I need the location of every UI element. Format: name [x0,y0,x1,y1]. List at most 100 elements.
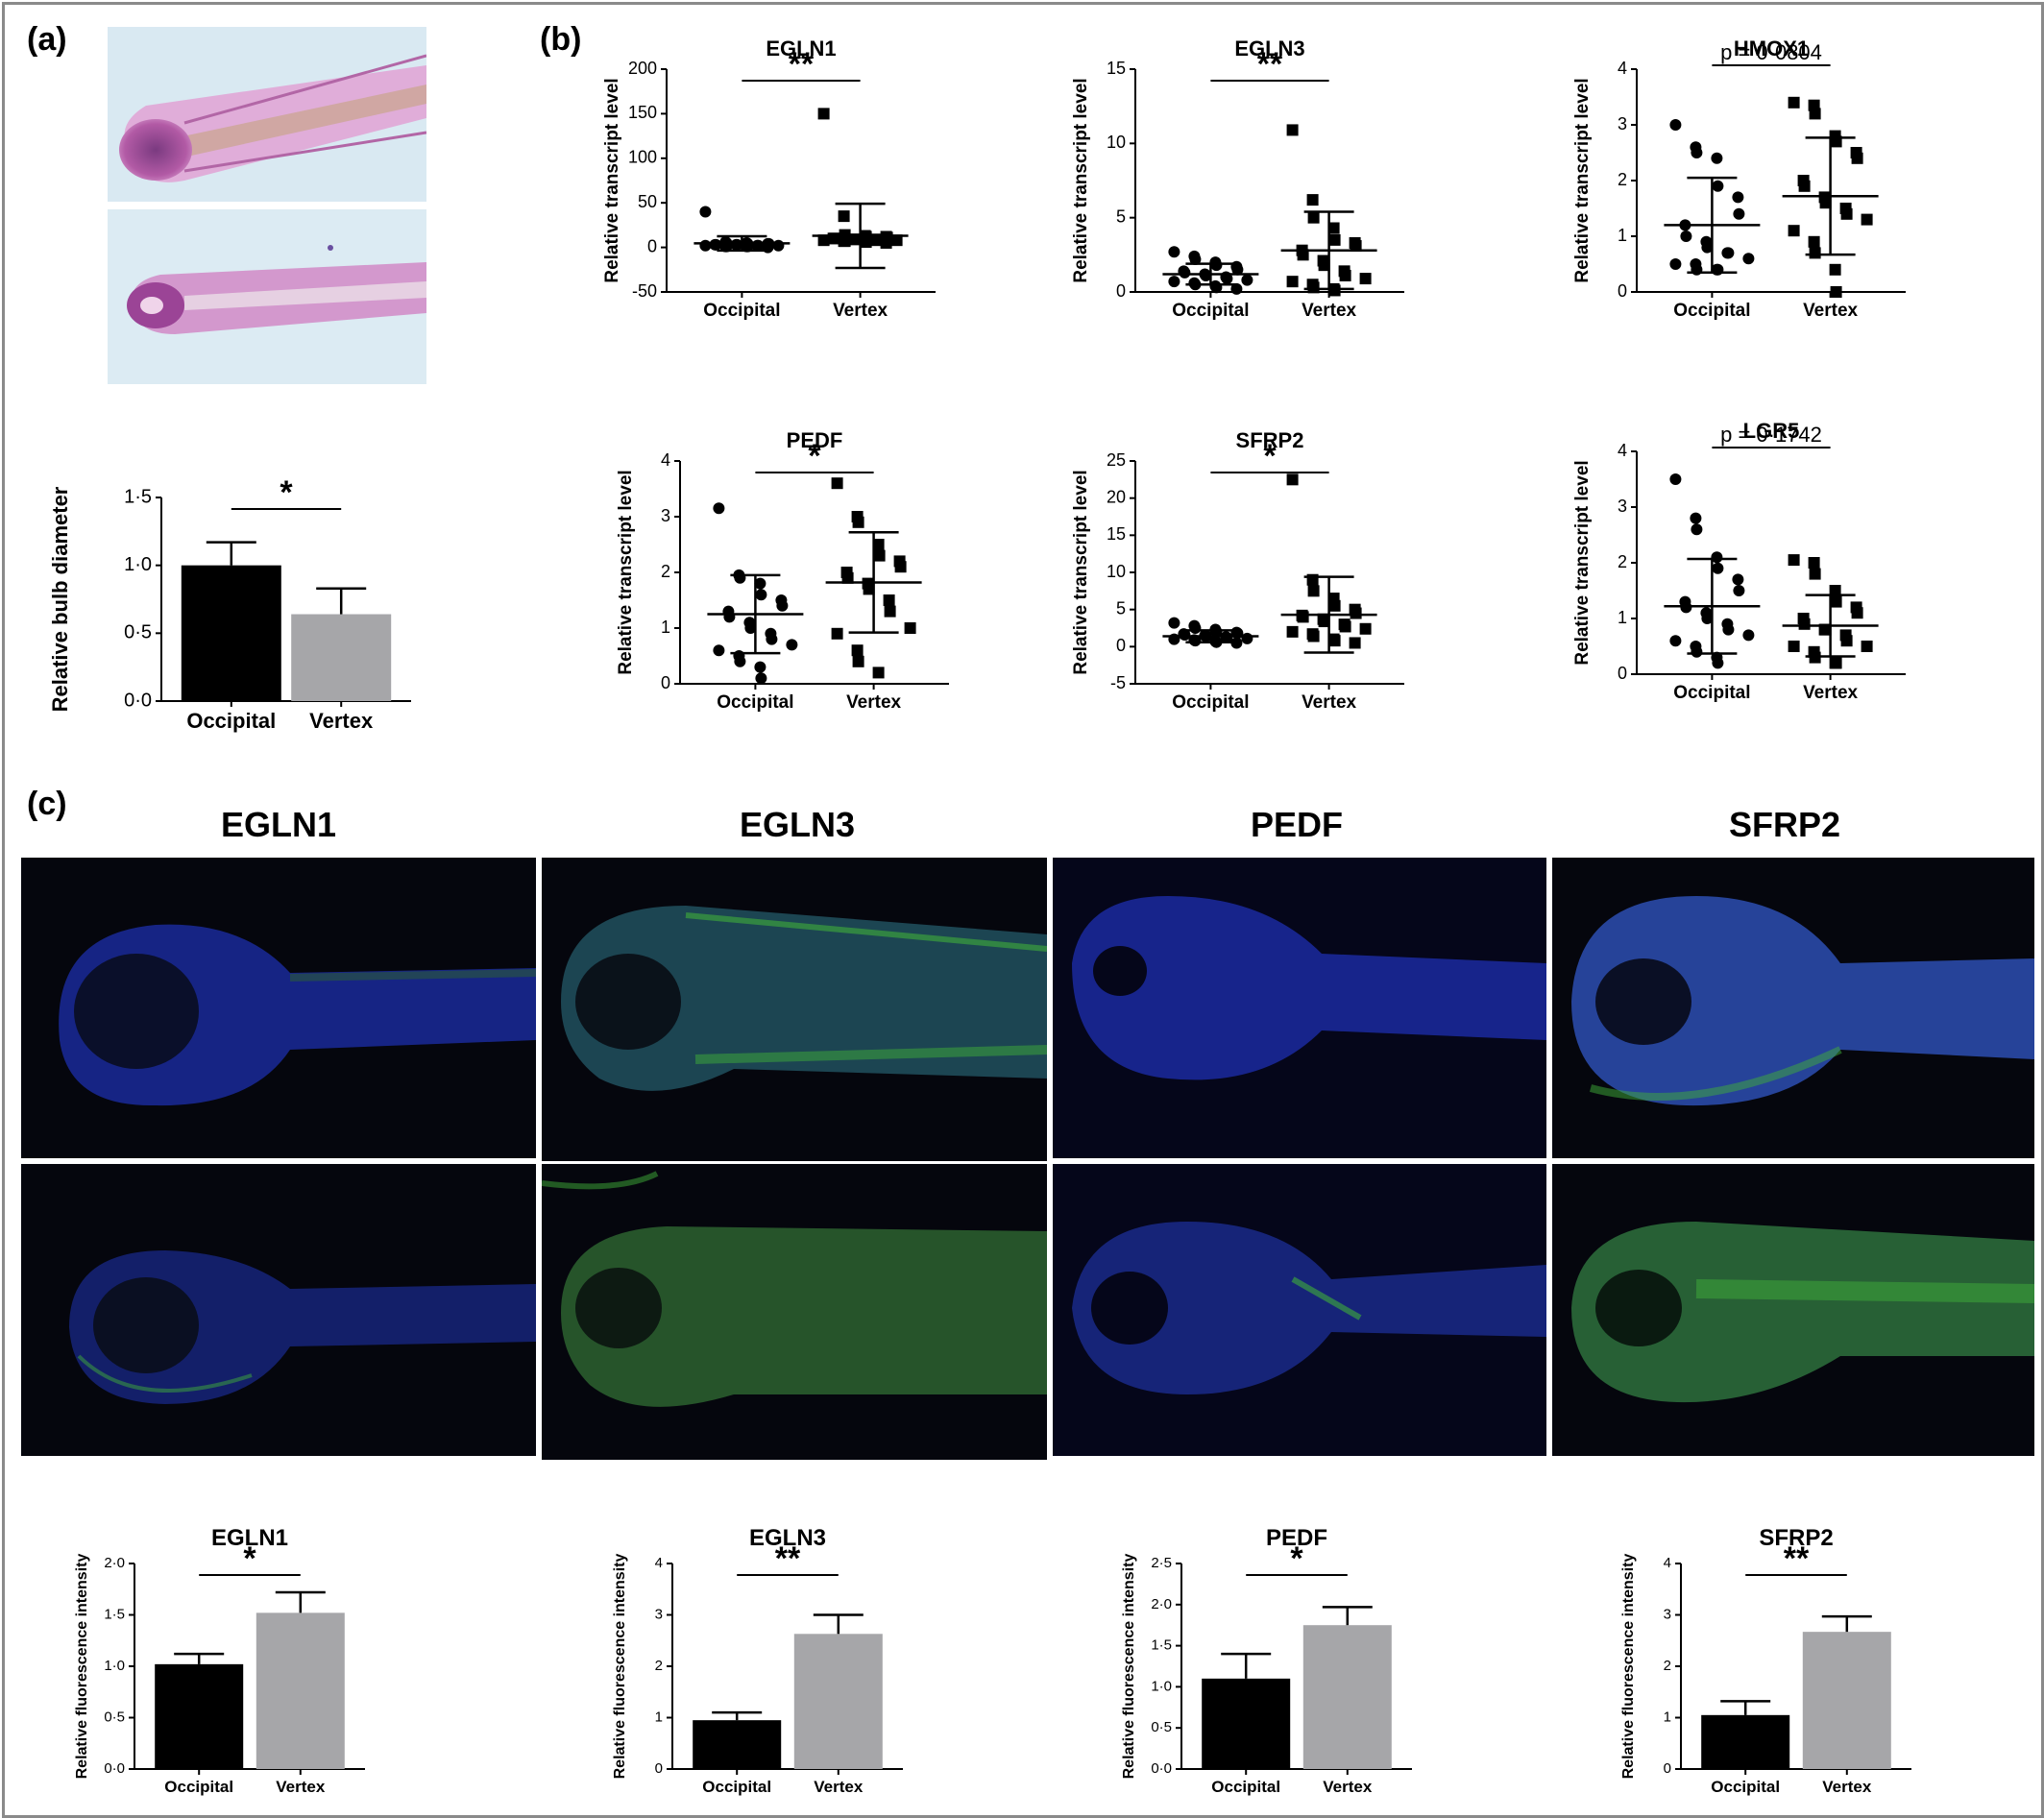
point-vertex [894,561,907,573]
y-tick-label: 0·0 [1151,1760,1172,1777]
y-tick-label: 0 [661,673,670,692]
point-occipital [1733,207,1745,220]
point-occipital [1241,274,1253,286]
chart-egln1-fluorescence: EGLN1 0·0 0·5 1·0 1·5 2·0 Relative fluorescenc… [74,1525,365,1796]
point-occipital [699,239,712,252]
x-tick-label: Vertex [1302,692,1356,713]
point-vertex [1318,616,1330,628]
point-vertex [831,477,843,490]
point-occipital [1711,152,1723,164]
point-vertex [1349,637,1361,649]
chart-bulb-diameter: 0·0 0·5 1·0 1·5 Relative bulb diameter Occipi… [48,474,411,733]
point-occipital [1712,180,1724,192]
point-vertex [1286,625,1299,638]
point-occipital [1733,585,1745,596]
x-tick-label: Occipital [1673,683,1750,703]
point-occipital [1712,657,1724,669]
point-occipital [731,238,743,251]
point-occipital [1691,523,1703,536]
point-vertex [1359,273,1372,285]
bar-occipital [1701,1714,1790,1769]
x-tick-label: Occipital [1211,1778,1280,1796]
point-vertex [1297,611,1309,623]
significance-label: * [243,1540,256,1577]
significance-label: * [1263,438,1277,474]
y-tick-label: 10 [1107,562,1126,581]
chart-hmox1-transcript: HMOX1 0 1 2 3 4 Relative transcript level Occip… [1572,36,1906,321]
image-title-egln1: EGLN1 [220,805,337,844]
y-tick-label: 0·5 [1151,1719,1172,1735]
point-occipital [786,639,798,651]
point-vertex [1819,197,1832,209]
y-tick-label: 2·5 [1151,1555,1172,1571]
y-tick-label: 20 [1107,487,1126,506]
y-tick-label: 4 [1618,59,1627,78]
y-tick-label: 1·0 [1151,1678,1172,1694]
significance-label: ** [1257,46,1283,83]
point-occipital [710,238,722,251]
chart-title: PEDF [1266,1525,1327,1551]
point-vertex [1307,630,1320,642]
point-occipital [1742,253,1755,265]
point-occipital [1691,263,1703,276]
y-tick-label: 0·5 [104,1709,125,1725]
point-occipital [1701,613,1714,624]
point-vertex [1830,657,1842,669]
point-vertex [884,605,896,618]
x-tick-label: Occipital [164,1778,233,1796]
point-occipital [1732,191,1744,204]
point-occipital [1711,551,1723,564]
y-tick-label: 1 [1618,226,1627,245]
point-vertex [1339,269,1351,281]
he-micrograph-occipital [108,27,426,202]
chart-title: EGLN1 [211,1525,288,1551]
x-tick-label: Occipital [1172,301,1249,321]
point-vertex [1328,599,1341,612]
y-tick-label: 1 [1664,1709,1671,1725]
point-occipital [1691,645,1703,658]
y-tick-label: 3 [661,506,670,525]
point-vertex [1286,276,1299,288]
y-tick-label: 5 [1116,206,1126,226]
point-vertex [1788,641,1800,652]
chart-egln3-fluorescence: EGLN3 0 1 2 3 4 Relative fluorescence intensit… [612,1525,903,1796]
y-axis-label: Relative transcript level [1572,460,1593,665]
point-occipital [776,599,789,612]
point-occipital [755,672,767,685]
point-vertex [1861,213,1873,226]
point-vertex [872,539,885,550]
bar-vertex [1802,1632,1891,1769]
point-occipital [734,571,746,584]
point-occipital [734,655,746,667]
fluor-egln1-vertex [21,1164,536,1456]
x-tick-label: Vertex [846,692,901,713]
point-vertex [1339,620,1351,633]
point-vertex [1861,641,1873,652]
point-occipital [1189,622,1202,634]
fluor-sfrp2-vertex [1552,1164,2034,1456]
significance-label: * [280,474,293,511]
point-occipital [1722,247,1735,259]
point-vertex [1359,622,1372,635]
point-vertex [1307,585,1320,597]
point-occipital [1210,625,1223,638]
panel-label-b: (b) [540,21,582,58]
point-vertex [904,622,916,634]
point-vertex [838,210,850,223]
point-vertex [1851,152,1863,164]
x-tick-label: Occipital [703,301,780,321]
y-tick-label: 1·0 [124,554,152,575]
point-occipital [1168,246,1180,258]
point-occipital [1712,562,1724,574]
point-vertex [890,234,903,247]
y-tick-label: 1·5 [104,1606,125,1622]
point-occipital [1168,617,1180,629]
point-vertex [872,667,885,679]
point-occipital [1732,573,1744,586]
point-vertex [1307,211,1320,224]
y-axis-label: Relative fluorescence intensity [1620,1554,1637,1780]
y-tick-label: 3 [1618,114,1627,133]
y-tick-label: 3 [1664,1606,1671,1622]
y-tick-label: 2·0 [104,1555,125,1571]
chart-lgr5-transcript: LGR5 0 1 2 3 4 Relative transcript level Occipi… [1572,419,1906,703]
